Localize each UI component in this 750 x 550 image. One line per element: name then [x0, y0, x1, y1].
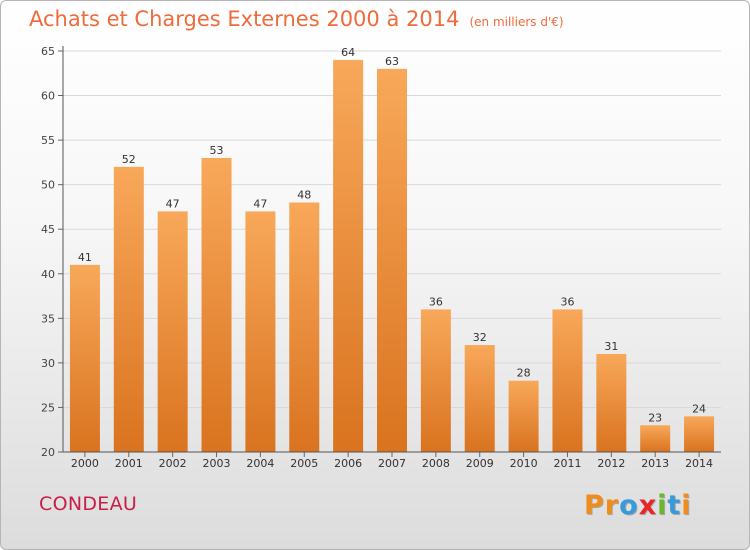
x-tick-label: 2007	[378, 457, 406, 470]
x-tick-label: 2014	[685, 457, 713, 470]
bar	[420, 309, 451, 452]
x-tick-label: 2001	[115, 457, 143, 470]
logo-letter: x	[638, 490, 658, 521]
chart-title: Achats et Charges Externes 2000 à 2014 (e…	[29, 7, 564, 31]
bar	[333, 59, 364, 453]
proxiti-logo: Proxiti	[584, 490, 692, 521]
y-tick-label: 50	[41, 179, 55, 192]
y-tick-label: 35	[41, 312, 55, 325]
bar	[377, 68, 407, 453]
bar-value-label: 28	[517, 367, 531, 380]
logo-letter: r	[604, 490, 620, 521]
commune-name: CONDEAU	[39, 493, 138, 515]
y-tick-label: 60	[41, 90, 55, 103]
bar	[684, 416, 715, 452]
x-tick-label: 2005	[290, 457, 318, 470]
x-tick-label: 2013	[641, 457, 669, 470]
x-tick-label: 2010	[510, 457, 538, 470]
bar	[245, 211, 276, 452]
x-tick-label: 2000	[71, 457, 99, 470]
bar	[464, 345, 495, 452]
bar-value-label: 47	[253, 197, 267, 210]
y-tick-label: 30	[41, 357, 55, 370]
x-tick-label: 2006	[334, 457, 362, 470]
x-tick-label: 2008	[422, 457, 450, 470]
bar-value-label: 53	[210, 144, 224, 157]
bar-value-label: 31	[604, 340, 618, 353]
axes	[58, 46, 721, 457]
bars	[69, 59, 715, 453]
bar	[596, 353, 627, 452]
bar	[157, 211, 188, 452]
y-tick-label: 45	[41, 223, 55, 236]
bar	[201, 157, 232, 452]
x-tick-label: 2009	[466, 457, 494, 470]
bar-value-label: 63	[385, 55, 399, 68]
bar-value-label: 52	[122, 153, 136, 166]
logo-letter: P	[584, 490, 605, 521]
bar-value-label: 41	[78, 251, 92, 264]
bar	[289, 202, 320, 452]
bar-value-label: 48	[297, 188, 311, 201]
bar	[552, 309, 583, 452]
bar	[508, 380, 539, 452]
x-tick-label: 2011	[553, 457, 581, 470]
bar-value-label: 64	[341, 46, 355, 59]
logo-letter: i	[681, 490, 692, 521]
x-tick-label: 2002	[159, 457, 187, 470]
y-tick-label: 40	[41, 268, 55, 281]
x-tick-label: 2004	[246, 457, 274, 470]
bar-value-label: 36	[560, 295, 574, 308]
bar	[640, 425, 671, 452]
bar-value-label: 24	[692, 402, 706, 415]
y-tick-label: 65	[41, 45, 55, 58]
x-tick-label: 2012	[597, 457, 625, 470]
bar-value-label: 23	[648, 411, 662, 424]
logo-letter: t	[667, 490, 682, 521]
bar	[113, 166, 144, 452]
y-tick-label: 55	[41, 134, 55, 147]
chart-title-text: Achats et Charges Externes 2000 à 2014	[29, 7, 460, 31]
bar-value-label: 47	[166, 197, 180, 210]
labels: 20 25 30 35 40 45 50 55 60 65 41 2000 52 2001 47 2002 53…	[41, 45, 713, 470]
bar	[69, 264, 100, 452]
y-tick-label: 20	[41, 446, 55, 459]
logo-letter: o	[619, 490, 639, 521]
x-tick-label: 2003	[203, 457, 231, 470]
logo-letter: i	[657, 490, 668, 521]
y-tick-label: 25	[41, 401, 55, 414]
bar-value-label: 32	[473, 331, 487, 344]
chart-subtitle: (en milliers d'€)	[469, 15, 564, 29]
bar-value-label: 36	[429, 295, 443, 308]
